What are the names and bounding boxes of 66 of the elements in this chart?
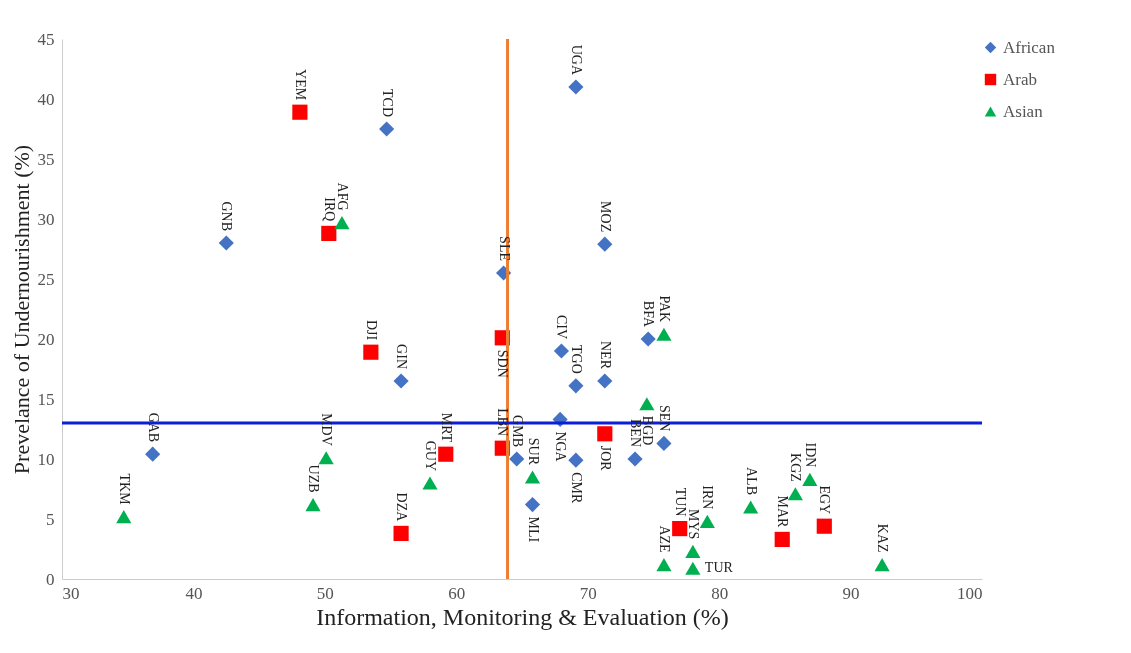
legend-label: Asian xyxy=(1003,101,1044,121)
annotation: TCD xyxy=(379,89,395,117)
annotation: JOR xyxy=(597,445,613,472)
annotation: TUR xyxy=(704,560,734,576)
annotation: CMR xyxy=(568,472,584,504)
x-tick-label: 70 xyxy=(579,583,597,603)
annotation: CIV xyxy=(554,314,570,339)
legend-label: African xyxy=(1003,37,1056,57)
x-tick-label: 90 xyxy=(842,583,860,603)
annotation: ALB xyxy=(743,467,759,495)
annotation: SUR xyxy=(525,437,541,466)
annotation: MAR xyxy=(775,495,791,529)
annotation: UGA xyxy=(568,44,584,76)
annotation: NGA xyxy=(553,431,569,463)
x-tick-label: 40 xyxy=(185,583,203,603)
annotation: DJI xyxy=(363,319,379,341)
annotation: BEN xyxy=(628,419,644,447)
x-tick-label: 50 xyxy=(316,583,334,603)
annotation: PAK xyxy=(656,295,672,323)
annotation: BFA xyxy=(641,300,657,328)
x-tick-label: 30 xyxy=(62,583,80,603)
annotation: AFG xyxy=(334,182,350,211)
y-tick-label: 15 xyxy=(37,389,55,409)
annotation: MRT xyxy=(438,412,454,443)
y-tick-label: 40 xyxy=(37,89,55,109)
annotation: MOZ xyxy=(597,201,613,233)
annotation: GUY xyxy=(423,440,438,471)
y-axis-title: Prevelance of Undernourishment (%) xyxy=(8,144,34,475)
annotation: MYS xyxy=(685,509,701,540)
y-tick-label: 5 xyxy=(46,509,55,529)
y-tick-label: 45 xyxy=(37,29,55,49)
x-tick-label: 80 xyxy=(711,583,729,603)
annotation: EGY xyxy=(817,485,833,515)
annotation: IRN xyxy=(700,485,716,510)
annotation: KGZ xyxy=(788,453,804,482)
annotation: IRQ xyxy=(321,197,337,222)
y-tick-label: 25 xyxy=(37,269,55,289)
annotation: TUN xyxy=(672,487,688,517)
annotation: MDV xyxy=(319,413,335,446)
annotation: SLE xyxy=(496,236,512,261)
annotation: SEN xyxy=(656,404,672,432)
y-tick-label: 10 xyxy=(37,449,55,469)
annotation: IDN xyxy=(802,442,818,468)
annotation: GNB xyxy=(219,201,235,231)
annotation: DZA xyxy=(394,492,410,523)
annotation: TKM xyxy=(116,473,132,506)
y-tick-label: 30 xyxy=(37,209,55,229)
x-tick-label: 60 xyxy=(448,583,466,603)
annotation: YEM xyxy=(292,69,308,101)
annotation: GIN xyxy=(394,344,410,369)
annotation: AZE xyxy=(656,525,672,553)
annotation: UZB xyxy=(306,464,322,493)
x-tick-label: 100 xyxy=(957,583,983,603)
annotation: TGO xyxy=(568,345,584,374)
annotation: MLI xyxy=(525,516,541,543)
annotation: NER xyxy=(597,341,613,370)
annotation: GAB xyxy=(145,412,161,443)
y-tick-label: 20 xyxy=(37,329,55,349)
annotation: KAZ xyxy=(875,523,891,553)
x-axis-title: Information, Monitoring & Evaluation (%) xyxy=(316,603,729,630)
y-tick-label: 0 xyxy=(46,569,55,589)
legend-label: Arab xyxy=(1003,69,1037,89)
annotation: LBN xyxy=(495,408,511,437)
y-tick-label: 35 xyxy=(37,149,55,169)
annotation: SDN xyxy=(495,349,511,378)
annotation: GMB xyxy=(509,415,525,447)
